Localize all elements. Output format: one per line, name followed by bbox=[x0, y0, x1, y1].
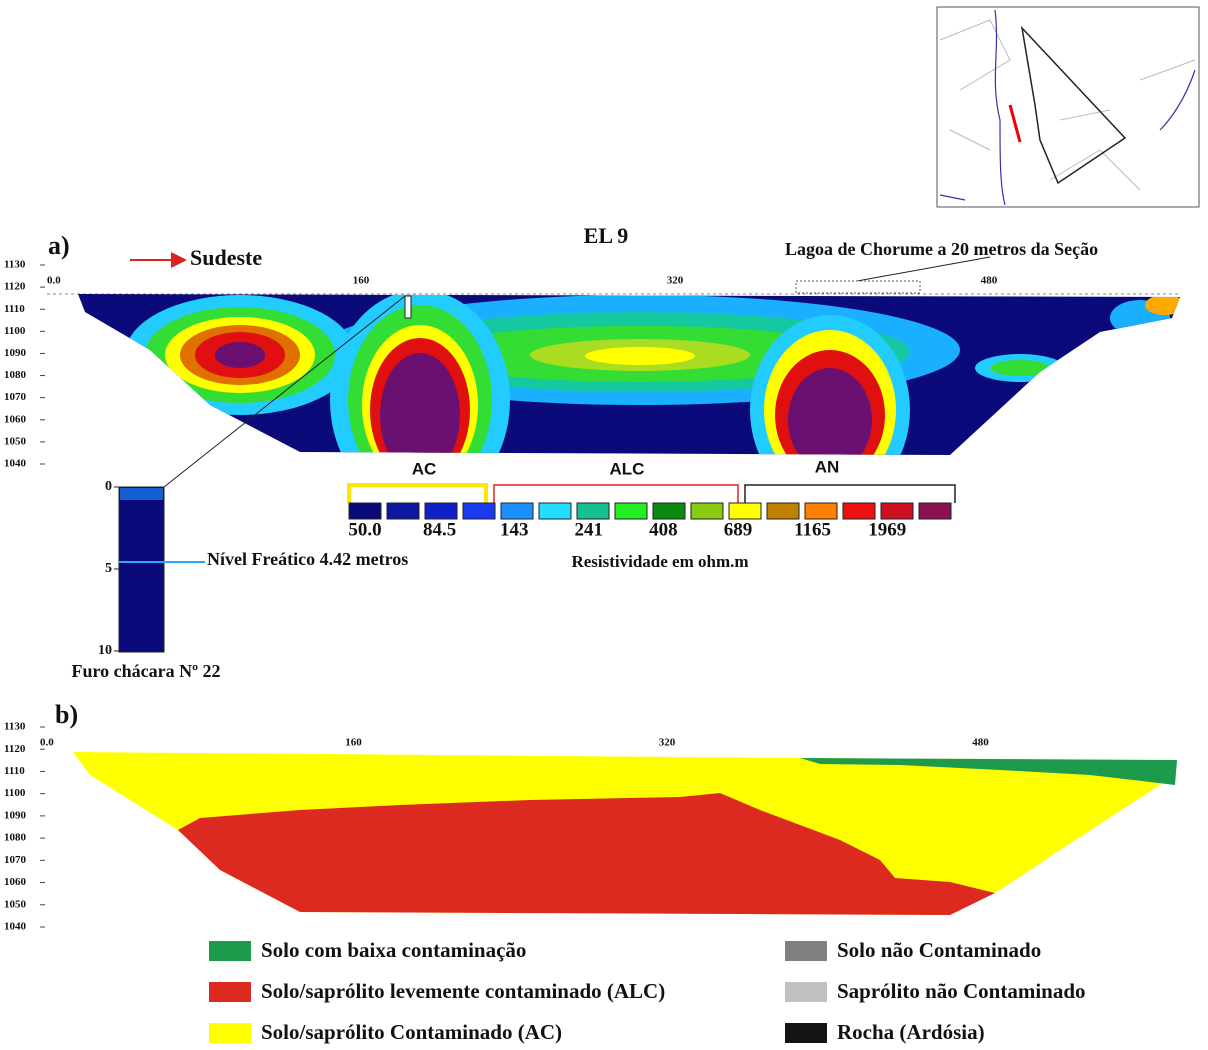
y-tick-label: 1040 bbox=[4, 921, 27, 933]
legend-label: Rocha (Ardósia) bbox=[837, 1020, 985, 1044]
zone-bracket bbox=[493, 484, 739, 503]
legend-swatch bbox=[785, 941, 827, 961]
scale-swatch bbox=[842, 502, 876, 520]
direction-label: Sudeste bbox=[190, 245, 262, 270]
color-scale: 50.0 84.5 143 241 408 689 1165 1969 bbox=[348, 502, 952, 540]
x-tick-label: 160 bbox=[345, 737, 362, 749]
legend-swatch bbox=[785, 1023, 827, 1043]
y-tick-label: 1050 bbox=[4, 898, 27, 910]
scale-swatch bbox=[880, 502, 914, 520]
legend-swatch bbox=[785, 982, 827, 1002]
y-tick-label: 1130 bbox=[4, 721, 26, 733]
x-tick-label: 160 bbox=[353, 275, 370, 287]
scale-swatch bbox=[614, 502, 648, 520]
y-tick-label: 1090 bbox=[4, 809, 27, 821]
interpretation-section bbox=[73, 752, 1177, 915]
zone-label: ALC bbox=[610, 459, 645, 478]
legend-swatch bbox=[209, 982, 251, 1002]
scale-title: Resistividade em ohm.m bbox=[571, 552, 748, 571]
x-tick-label: 0.0 bbox=[40, 737, 54, 749]
legend-label: Solo não Contaminado bbox=[837, 938, 1041, 962]
x-tick-label: 320 bbox=[659, 737, 676, 749]
leachate-pond bbox=[795, 280, 921, 294]
scale-swatch bbox=[804, 502, 838, 520]
borehole: Nível Freático 4.42 metros Furo chácara … bbox=[71, 295, 408, 681]
y-tick-label: 1080 bbox=[4, 369, 27, 381]
scale-swatch bbox=[462, 502, 496, 520]
scale-swatch bbox=[500, 502, 534, 520]
y-tick-label: 1050 bbox=[4, 435, 27, 447]
water-table-label: Nível Freático 4.42 metros bbox=[207, 549, 408, 569]
panel-label: a) bbox=[48, 231, 70, 260]
zone-bracket bbox=[347, 483, 488, 503]
scale-swatch bbox=[538, 502, 572, 520]
y-tick-label: 1060 bbox=[4, 413, 27, 425]
section-title: EL 9 bbox=[584, 223, 629, 248]
annotation: Lagoa de Chorume a 20 metros da Seção bbox=[785, 239, 1098, 259]
zone-label: AN bbox=[815, 457, 840, 476]
scale-label: 50.0 bbox=[348, 519, 381, 540]
legend-label: Solo/saprólito Contaminado (AC) bbox=[261, 1020, 562, 1044]
scale-swatch bbox=[424, 502, 458, 520]
depth-tick-label: 10 bbox=[98, 643, 112, 658]
y-tick-label: 1040 bbox=[4, 458, 27, 470]
y-tick-label: 1060 bbox=[4, 876, 27, 888]
scale-label: 241 bbox=[575, 519, 604, 540]
scale-swatch bbox=[652, 502, 686, 520]
scale-label: 408 bbox=[649, 519, 678, 540]
legend: Solo com baixa contaminação Solo/saprólit… bbox=[209, 938, 1086, 1044]
scale-swatch bbox=[576, 502, 610, 520]
scale-label: 1165 bbox=[794, 519, 831, 540]
y-tick-label: 1110 bbox=[4, 765, 25, 777]
y-tick-label: 1120 bbox=[4, 743, 26, 755]
zone-bracket bbox=[744, 484, 956, 503]
legend-swatch bbox=[209, 941, 251, 961]
location-map bbox=[936, 6, 1200, 208]
panel-label: b) bbox=[55, 700, 78, 729]
y-tick-label: 1130 bbox=[4, 259, 26, 271]
scale-label: 143 bbox=[500, 519, 529, 540]
x-tick-label: 320 bbox=[667, 275, 684, 287]
x-tick-label: 480 bbox=[972, 737, 989, 749]
y-tick-label: 1090 bbox=[4, 347, 27, 359]
legend-swatch bbox=[209, 1023, 251, 1043]
y-tick-label: 1100 bbox=[4, 787, 26, 799]
zone-label: AC bbox=[412, 459, 437, 478]
y-tick-label: 1070 bbox=[4, 854, 27, 866]
scale-swatch bbox=[918, 502, 952, 520]
y-tick-label: 1100 bbox=[4, 325, 26, 337]
y-tick-label: 1120 bbox=[4, 281, 26, 293]
depth-tick-label: 5 bbox=[105, 561, 112, 576]
y-tick-label: 1070 bbox=[4, 391, 27, 403]
scale-swatch bbox=[690, 502, 724, 520]
scale-swatch bbox=[766, 502, 800, 520]
legend-label: Solo com baixa contaminação bbox=[261, 938, 526, 962]
legend-label: Saprólito não Contaminado bbox=[837, 979, 1086, 1003]
scale-label: 84.5 bbox=[423, 519, 456, 540]
borehole-label: Furo chácara Nº 22 bbox=[71, 661, 220, 681]
y-tick-label: 1080 bbox=[4, 832, 27, 844]
legend-label: Solo/saprólito levemente contaminado (AL… bbox=[261, 979, 665, 1003]
scale-swatch bbox=[386, 502, 420, 520]
x-tick-label: 0.0 bbox=[47, 275, 61, 287]
scale-label: 689 bbox=[724, 519, 753, 540]
annotation-leader bbox=[856, 256, 991, 282]
y-tick-label: 1110 bbox=[4, 303, 25, 315]
x-tick-label: 480 bbox=[981, 275, 998, 287]
depth-tick-label: 0 bbox=[105, 479, 112, 494]
scale-label: 1969 bbox=[868, 519, 906, 540]
scale-swatch bbox=[348, 502, 382, 520]
scale-swatch bbox=[728, 502, 762, 520]
